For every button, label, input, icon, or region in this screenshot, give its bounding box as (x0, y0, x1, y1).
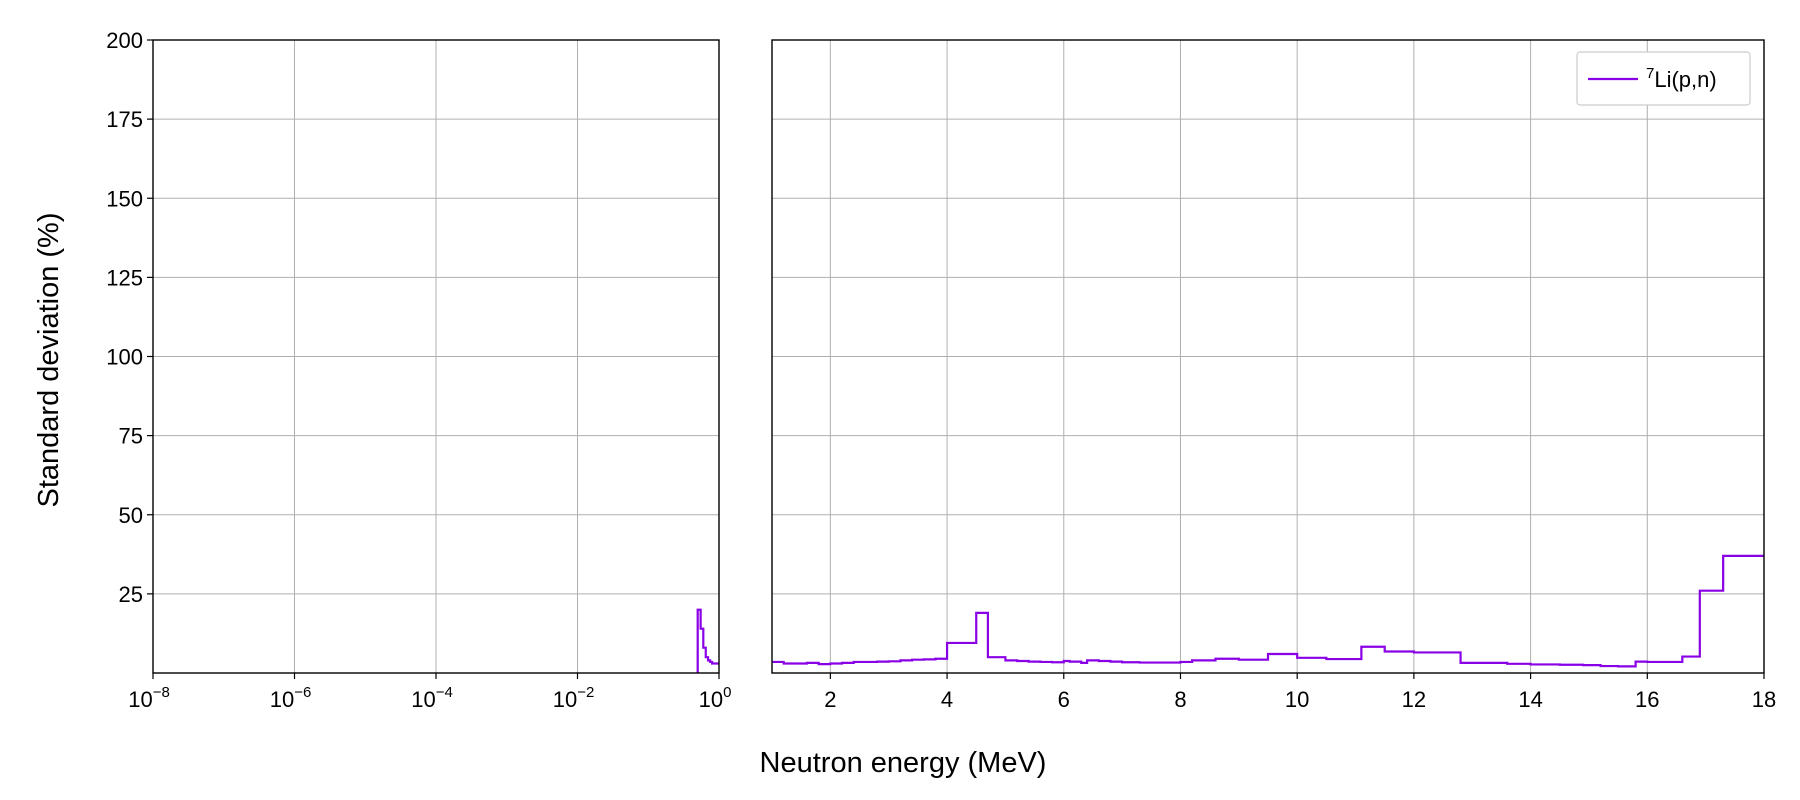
x-tick-label: 10−6 (270, 684, 312, 712)
y-tick-label: 200 (106, 28, 143, 53)
y-tick-label: 25 (119, 582, 143, 607)
legend: 7Li(p,n) (1576, 51, 1751, 106)
y-tick-label: 150 (106, 186, 143, 211)
x-tick-label: 10 (1285, 687, 1309, 712)
y-tick-label: 50 (119, 503, 143, 528)
x-tick-label: 18 (1752, 687, 1776, 712)
series-line-right (772, 554, 1764, 668)
grid-right (772, 39, 1765, 673)
x-tick-label: 10−8 (128, 684, 170, 712)
legend-box (1576, 51, 1751, 106)
x-tick-label-exponent: 0 (723, 684, 731, 701)
y-tick-label: 175 (106, 107, 143, 132)
x-tick-label: 6 (1058, 687, 1070, 712)
y-tick-label: 75 (119, 424, 143, 449)
x-tick-label-exponent: −4 (436, 684, 453, 701)
x-tick-label-base: 10 (553, 687, 577, 712)
legend-label-text: Li(p,n) (1654, 67, 1716, 92)
x-tick-label: 14 (1518, 687, 1542, 712)
x-tick-label-exponent: −6 (294, 684, 311, 701)
y-axis-title: Standard deviation (%) (33, 213, 65, 508)
y-tick-label: 100 (106, 345, 143, 370)
x-tick-label-base: 10 (128, 687, 152, 712)
series-line-left (696, 608, 719, 673)
y-tick-label: 125 (106, 265, 143, 290)
legend-label-superscript: 7 (1646, 65, 1654, 82)
x-tick-label: 8 (1174, 687, 1186, 712)
x-tick-label-base: 10 (699, 687, 723, 712)
x-axis-title: Neutron energy (MeV) (760, 747, 1047, 779)
grid-left (152, 39, 720, 673)
x-tick-label-exponent: −8 (153, 684, 170, 701)
x-tick-label-base: 10 (411, 687, 435, 712)
series-right (772, 554, 1764, 668)
x-tick-label: 12 (1402, 687, 1426, 712)
series-left (696, 608, 719, 673)
x-tick-label-exponent: −2 (577, 684, 594, 701)
x-tick-label: 100 (699, 684, 732, 712)
x-tick-label: 10−2 (553, 684, 595, 712)
x-tick-label: 2 (824, 687, 836, 712)
x-tick-label: 4 (941, 687, 953, 712)
x-tick-label: 10−4 (411, 684, 453, 712)
legend-label: 7Li(p,n) (1646, 65, 1717, 92)
x-tick-label-base: 10 (270, 687, 294, 712)
right-panel-frame (771, 39, 1765, 674)
x-tick-label: 16 (1635, 687, 1659, 712)
